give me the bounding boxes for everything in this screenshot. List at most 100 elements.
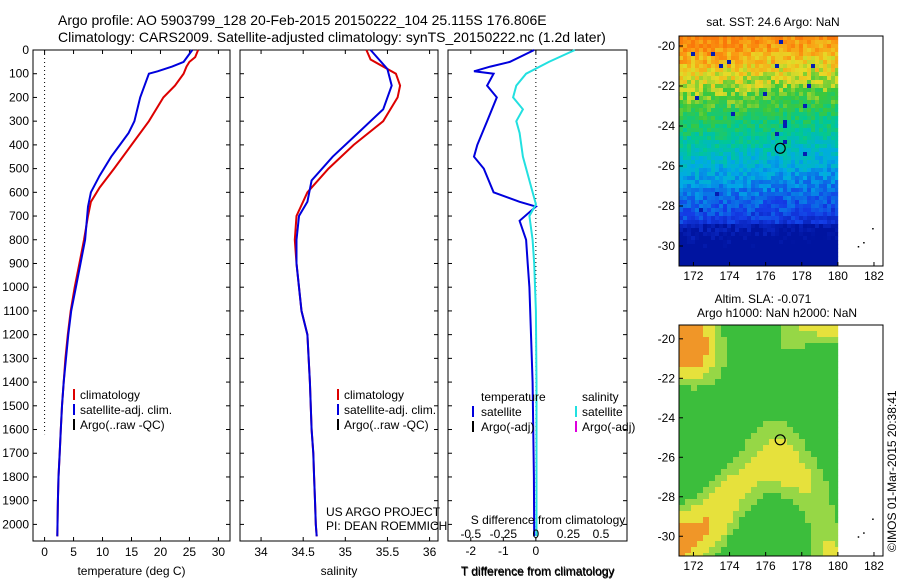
sla_map-xtick-label: 178	[792, 559, 812, 573]
temperature-xtick-label: 20	[154, 545, 168, 559]
depth-tick-label: 2000	[2, 517, 29, 531]
sst_map-xtick-label: 180	[828, 269, 848, 283]
sst_map-ytick-label: -28	[658, 199, 676, 213]
temperature-xtick-label: 0	[41, 545, 48, 559]
float-position-marker	[774, 142, 786, 154]
depth-tick-label: 100	[9, 67, 29, 81]
climatology-title: Climatology: CARS2009. Satellite-adjuste…	[58, 29, 606, 45]
sla_map-xtick-label: 174	[720, 559, 740, 573]
island-dot	[857, 246, 860, 248]
sst_map-xtick-label: 172	[683, 269, 703, 283]
salinity-xtick-label: 36	[423, 545, 437, 559]
sdiff-tick-label: -0.5	[460, 527, 481, 541]
tdiff-axis-label: T difference from climatology	[461, 565, 615, 579]
salinity-xtick-label: 35.5	[376, 545, 400, 559]
depth-tick-label: 1600	[2, 423, 29, 437]
sst_map-xtick-label: 176	[756, 269, 776, 283]
sst_map-xtick-label: 182	[864, 269, 884, 283]
temp-legend-label: climatology	[80, 388, 140, 402]
tdiff-tick-label: 0	[533, 544, 540, 558]
sla_map-xtick-label: 180	[828, 559, 848, 573]
salinity-frame	[239, 49, 439, 542]
temperature-xtick-label: 5	[70, 545, 77, 559]
island-dot	[872, 228, 874, 230]
depth-tick-label: 1500	[2, 399, 29, 413]
sla_map-ytick-label: -26	[658, 450, 676, 464]
sal-legend-label: climatology	[344, 388, 404, 402]
sst_map-ytick-label: -22	[658, 79, 676, 93]
sla_map-xtick-label: 182	[864, 559, 884, 573]
temp-legend-label: Argo(..raw -QC)	[80, 418, 165, 432]
salinity-panel: 34 34.5 35 35.5 36 salinity climatologysatelli…	[239, 49, 447, 578]
salinity-xtick-label: 34	[254, 545, 268, 559]
depth-tick-label: 400	[9, 138, 29, 152]
depth-tick-label: 1100	[3, 304, 29, 318]
diff-legend-label: Argo(-adj)	[481, 420, 534, 434]
depth-tick-label: 1900	[2, 494, 29, 508]
sdiff-tick-label: 0.5	[593, 527, 610, 541]
sla_map-ytick-label: -24	[658, 411, 676, 425]
sst_map-frame	[678, 35, 884, 267]
salinity-xtick-label: 35	[339, 545, 353, 559]
sdiff-tick-label: 0.25	[557, 527, 581, 541]
sst_map-field	[679, 36, 839, 267]
sst_map-ytick-label: -30	[658, 239, 676, 253]
depth-tick-label: 1300	[2, 351, 29, 365]
sst-map-panel: 172 174 176 178 180 182 -20 -22 -24 -26 -28 -30 sat.…	[658, 15, 885, 283]
temperature-xtick-label: 15	[125, 545, 139, 559]
sla_map-ytick-label: -20	[658, 332, 676, 346]
depth-tick-label: 500	[9, 162, 29, 176]
depth-tick-label: 1400	[2, 375, 29, 389]
sdiff-axis-label: S difference from climatology	[471, 513, 626, 527]
sst_map-ytick-label: -26	[658, 159, 676, 173]
sla_map-ytick-label: -30	[658, 529, 676, 543]
diff-legend-label: satellite	[481, 405, 522, 419]
sdiff-tick-label: -0.25	[490, 527, 518, 541]
imos-timestamp: ©IMOS 01-Mar-2015 20:38:41	[885, 390, 899, 552]
diff-legend-label: Argo(-adj)	[582, 420, 635, 434]
sst-map-title: sat. SST: 24.6 Argo: NaN	[706, 15, 839, 29]
temperature-xtick-label: 30	[212, 545, 226, 559]
temperature-xtick-label: 10	[96, 545, 110, 559]
tdiff-tick-label: -2	[465, 544, 476, 558]
diff-legend-title: temperature	[481, 390, 546, 404]
salinity-series-satellite	[295, 49, 393, 537]
profile-title: Argo profile: AO 5903799_128 20-Feb-2015…	[58, 12, 547, 28]
sla_map-ytick-label: -22	[658, 371, 676, 385]
depth-tick-label: 200	[9, 90, 29, 104]
sla-map-title: Altim. SLA: -0.071	[715, 292, 812, 306]
temperature-series-satellite	[56, 49, 194, 537]
island-dot	[872, 518, 874, 520]
sla_map-ytick-label: -28	[658, 490, 676, 504]
temperature-panel: 0 5 10 15 20 25 300100200300400500600700800900…	[2, 43, 231, 578]
depth-tick-label: 300	[9, 114, 29, 128]
depth-tick-label: 1200	[2, 328, 29, 342]
diff-legend-title: salinity	[582, 390, 619, 404]
sla_map-frame	[678, 324, 884, 557]
sla_map-xtick-label: 176	[756, 559, 776, 573]
sst_map-xtick-label: 178	[792, 269, 812, 283]
island-dot	[863, 532, 865, 534]
salinity-xtick-label: 34.5	[292, 545, 316, 559]
salinity-xlabel: salinity	[321, 564, 358, 578]
depth-tick-label: 700	[9, 209, 29, 223]
island-dot	[863, 242, 865, 244]
sst_map-ytick-label: -20	[658, 39, 676, 53]
pi-label: PI: DEAN ROEMMICH	[326, 519, 447, 533]
island-dot	[857, 536, 860, 538]
sst_map-ytick-label: -24	[658, 119, 676, 133]
sal-legend-label: Argo(..raw -QC)	[344, 418, 429, 432]
sal-legend-label: satellite-adj. clim.	[344, 403, 436, 417]
difference-series-temperature-satellite	[472, 49, 538, 537]
difference-xlabel: T difference from climatology	[461, 564, 615, 578]
difference-panel: T difference from climatology -2 -1 0 -0.5 -0…	[447, 49, 635, 579]
depth-tick-label: 900	[9, 256, 29, 270]
tdiff-tick-label: -1	[498, 544, 509, 558]
sla_map-xtick-label: 172	[683, 559, 703, 573]
temperature-frame	[32, 49, 231, 542]
temp-legend-label: satellite-adj. clim.	[80, 403, 172, 417]
temperature-xlabel: temperature (deg C)	[77, 564, 185, 578]
sla-map-subtitle: Argo h1000: NaN h2000: NaN	[697, 306, 857, 320]
sst_map-xtick-label: 174	[720, 269, 740, 283]
